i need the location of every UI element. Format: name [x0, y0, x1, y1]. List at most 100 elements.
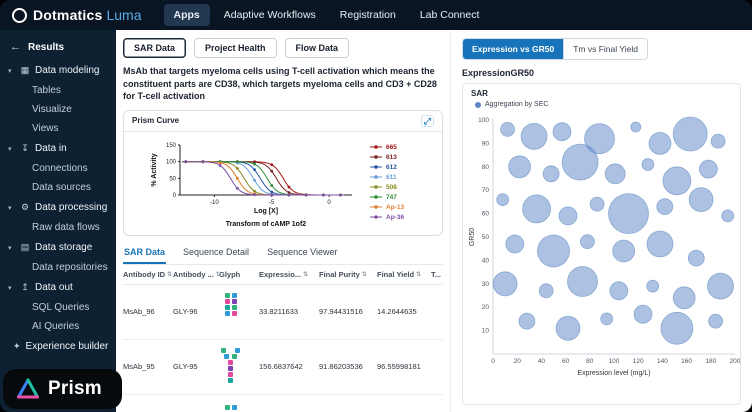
tab-flow-data[interactable]: Flow Data [284, 38, 350, 58]
series-label: 508 [386, 183, 397, 191]
back-arrow-icon: ← [10, 41, 21, 53]
tab-sar-data[interactable]: SAR Data [123, 38, 187, 58]
legend-item-611[interactable]: 611 [370, 173, 404, 182]
curve-legend: 665 613 612 611 508 747 Ap-13 Ap-36 [370, 133, 404, 235]
column-header-expressio[interactable]: Expressio... ⇅ [259, 270, 319, 279]
svg-text:0: 0 [327, 200, 331, 206]
sidebar-item-ai-queries[interactable]: AI Queries [32, 321, 80, 332]
column-header-antibody-id[interactable]: Antibody ID ⇅ [123, 270, 173, 279]
svg-text:% Activity: % Activity [151, 153, 158, 186]
tab-expression-vs-gr50[interactable]: Expression vs GR50 [463, 39, 564, 59]
sidebar-item-experience-builder[interactable]: ✦ Experience builder [0, 336, 116, 357]
nav-item-adaptive-workflows[interactable]: Adaptive Workflows [223, 9, 316, 21]
tab-tm-vs-final-yield[interactable]: Tm vs Final Yield [563, 39, 647, 59]
sidebar-item-sql-queries[interactable]: SQL Queries [32, 302, 90, 313]
svg-text:90: 90 [482, 140, 490, 147]
legend-label: Aggregation by SEC [485, 101, 549, 108]
svg-text:-5: -5 [269, 200, 275, 206]
cell-expression: 156.6837642 [259, 362, 303, 372]
series-symbol-icon [370, 195, 382, 200]
table-tab-sequence-viewer[interactable]: Sequence Viewer [267, 246, 338, 257]
legend-item-665[interactable]: 665 [370, 143, 404, 152]
series-symbol-icon [370, 205, 382, 210]
description-text: MsAb that targets myeloma cells using T-… [123, 66, 437, 102]
legend-item-612[interactable]: 612 [370, 163, 404, 172]
nav-item-registration[interactable]: Registration [339, 9, 396, 21]
sidebar: ← Results ▾ ▦ Data modeling Tables Visualize… [0, 30, 122, 412]
sort-icon[interactable]: ⇅ [215, 271, 219, 278]
sort-icon[interactable]: ⇅ [416, 271, 422, 278]
sidebar-item-data-sources[interactable]: Data sources [32, 182, 91, 193]
legend-item-508[interactable]: 508 [370, 183, 404, 192]
table-row[interactable]: MsAb_95 GLY-95 156.6837642 91.86203536 96.55… [123, 340, 443, 395]
sidebar-item-data-modeling[interactable]: ▾ ▦ Data modeling [0, 60, 116, 81]
legend-item-747[interactable]: 747 [370, 193, 404, 202]
column-label: Final Purity [319, 269, 360, 279]
cell-glyph [219, 347, 259, 386]
sidebar-item-views[interactable]: Views [32, 123, 59, 134]
svg-text:60: 60 [562, 358, 570, 365]
nav-item-apps[interactable]: Apps [163, 4, 210, 26]
legend-item-613[interactable]: 613 [370, 153, 404, 162]
sidebar-group-label: Data storage [35, 242, 93, 253]
nav-item-lab-connect[interactable]: Lab Connect [419, 9, 480, 21]
table-tab-sequence-detail[interactable]: Sequence Detail [183, 246, 250, 257]
svg-text:20: 20 [482, 304, 490, 311]
series-symbol-icon [370, 185, 382, 190]
svg-text:180: 180 [705, 358, 716, 365]
sidebar-item-data-storage[interactable]: ▾ ▤ Data storage [0, 237, 116, 258]
bubble-chart-subtitle: SAR [471, 89, 488, 98]
sort-icon[interactable]: ⇅ [361, 271, 367, 278]
column-header-glyph[interactable]: Glyph [219, 270, 259, 279]
series-symbol-icon [370, 165, 382, 170]
column-header-final-yield[interactable]: Final Yield ⇅ [377, 270, 431, 279]
svg-text:50: 50 [169, 176, 176, 182]
sort-icon[interactable]: ⇅ [303, 271, 309, 278]
svg-text:10: 10 [482, 328, 490, 335]
column-header-antibody[interactable]: Antibody ... ⇅ [173, 270, 219, 279]
brand[interactable]: Dotmatics Luma [12, 7, 142, 23]
sidebar-item-connections[interactable]: Connections [32, 163, 88, 174]
sidebar-item-data-processing[interactable]: ▾ ⚙ Data processing [0, 197, 116, 218]
chevron-down-icon: ▾ [8, 145, 12, 153]
chevron-down-icon: ▾ [8, 244, 12, 252]
tab-project-health[interactable]: Project Health [194, 38, 277, 58]
column-label: Antibody ... [173, 269, 214, 279]
brand-luma: Luma [106, 7, 142, 23]
table-row[interactable]: MsAb_96 GLY-96 33.8211633 97.94431516 14.264… [123, 285, 443, 340]
svg-text:160: 160 [681, 358, 692, 365]
table-body: MsAb_96 GLY-96 33.8211633 97.94431516 14.264… [123, 285, 443, 412]
sidebar-item-results[interactable]: ← Results [0, 34, 116, 60]
sidebar-item-visualize[interactable]: Visualize [32, 104, 72, 115]
sort-icon[interactable]: ⇅ [167, 271, 173, 278]
table-row[interactable]: MsAb_94GLY-94nullnullnull [123, 395, 443, 412]
data-in-icon: ↧ [21, 143, 29, 153]
series-symbol-icon [370, 175, 382, 180]
series-label: Ap-36 [386, 213, 405, 221]
table-tabs: SAR Data Sequence Detail Sequence Viewer [123, 243, 443, 265]
legend-item-ap-13[interactable]: Ap-13 [370, 203, 404, 212]
sidebar-item-data-in[interactable]: ▾ ↧ Data in [0, 138, 116, 159]
series-symbol-icon [370, 155, 382, 160]
svg-text:Log [X]: Log [X] [254, 208, 278, 215]
table-tab-sar-data[interactable]: SAR Data [123, 243, 167, 264]
svg-text:50: 50 [482, 234, 490, 241]
sidebar-item-tables[interactable]: Tables [32, 85, 61, 96]
legend-item-ap-36[interactable]: Ap-36 [370, 213, 404, 222]
sidebar-item-data-repositories[interactable]: Data repositories [32, 262, 108, 273]
bubble-chart: 10 20 30 40 50 60 70 80 90 100 0 20 40 60 80 100 120 140 1… [469, 116, 740, 377]
antibody-glyph-icon [225, 404, 237, 412]
prism-badge-label: Prism [48, 378, 102, 399]
expand-icon[interactable]: ⤢ [420, 114, 434, 127]
sidebar-item-data-out[interactable]: ▾ ↥ Data out [0, 277, 116, 298]
svg-text:-10: -10 [210, 200, 219, 206]
bubble-chart-card: SAR Aggregation by SEC 10 20 30 40 50 60 70 80 9… [462, 83, 741, 405]
cell-glyph [219, 292, 259, 331]
column-header-t[interactable]: T...⇅ [431, 270, 443, 279]
svg-text:70: 70 [482, 187, 490, 194]
sidebar-item-raw-data-flows[interactable]: Raw data flows [32, 222, 100, 233]
column-header-final-purity[interactable]: Final Purity ⇅ [319, 270, 377, 279]
svg-text:0: 0 [173, 193, 177, 199]
series-label: 611 [386, 173, 397, 181]
